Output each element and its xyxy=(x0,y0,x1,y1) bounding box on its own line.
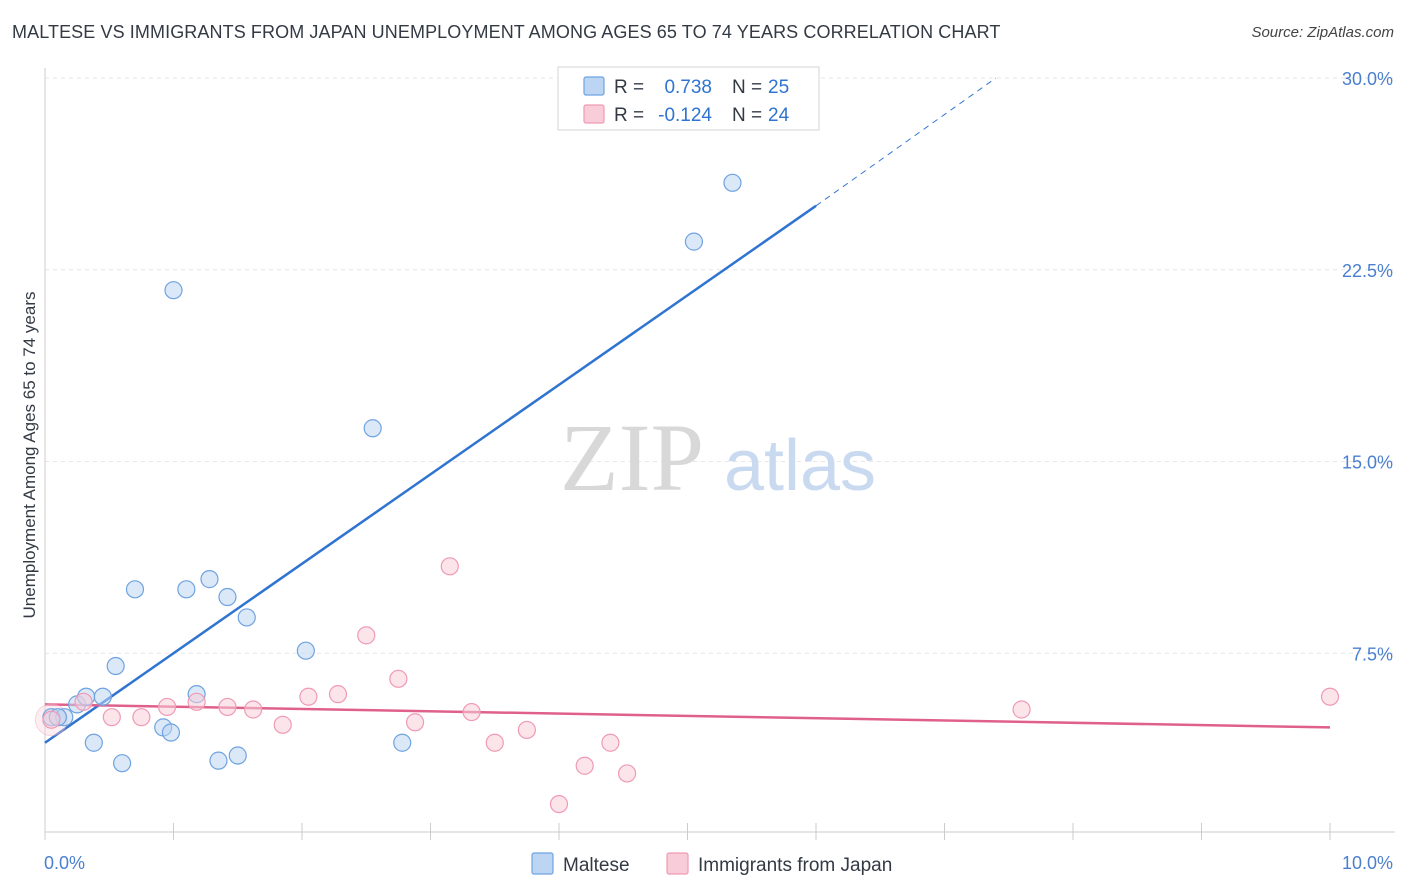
data-point xyxy=(161,723,181,742)
data-point xyxy=(517,720,536,740)
tick-labels: 7.5% 15.0% 22.5% 30.0% 0.0% 10.0% xyxy=(44,69,1393,873)
data-point xyxy=(106,656,125,676)
stats-n-label: N = xyxy=(732,77,762,98)
trend-line xyxy=(44,703,1331,729)
series-legend: Maltese Immigrants from Japan xyxy=(531,852,892,876)
axes xyxy=(44,68,1395,840)
data-point xyxy=(74,692,93,711)
stats-legend-swatch xyxy=(583,76,605,96)
data-point xyxy=(299,687,318,706)
data-point xyxy=(296,641,315,660)
data-point xyxy=(209,751,228,770)
data-point xyxy=(405,713,425,732)
data-point xyxy=(218,587,237,607)
data-point xyxy=(244,700,263,719)
data-point xyxy=(42,710,61,729)
data-point xyxy=(237,608,256,627)
y-tick-label: 7.5% xyxy=(1352,644,1393,664)
data-point xyxy=(273,715,292,734)
data-point xyxy=(218,697,237,717)
data-points xyxy=(34,173,1340,814)
stats-r-label: R = xyxy=(614,105,644,126)
y-tick-label: 30.0% xyxy=(1342,69,1393,89)
data-point xyxy=(684,232,704,251)
data-point xyxy=(177,580,196,599)
chart-title: MALTESE VS IMMIGRANTS FROM JAPAN UNEMPLO… xyxy=(12,22,1001,42)
data-point xyxy=(93,687,112,706)
data-point xyxy=(1320,687,1340,706)
data-point xyxy=(200,570,219,589)
stats-r-value: -0.124 xyxy=(658,105,712,126)
series-legend-swatch xyxy=(666,852,689,875)
gridlines xyxy=(45,77,1395,654)
data-point xyxy=(112,754,132,773)
stats-r-label: R = xyxy=(614,77,644,98)
watermark-zip: ZIP xyxy=(560,404,704,511)
data-point xyxy=(618,764,637,783)
x-tick-label: 0.0% xyxy=(44,853,85,873)
data-point xyxy=(228,746,247,765)
stats-r-value: 0.738 xyxy=(664,77,712,98)
y-tick-label: 15.0% xyxy=(1342,453,1393,473)
data-point xyxy=(363,419,382,438)
data-point xyxy=(723,173,742,192)
stats-n-value: 25 xyxy=(768,77,789,98)
stats-n-value: 24 xyxy=(768,105,790,126)
data-point xyxy=(102,708,121,727)
data-point xyxy=(485,733,504,752)
watermark: ZIP atlas xyxy=(560,404,876,511)
trend-line xyxy=(44,204,817,744)
y-tick-label: 22.5% xyxy=(1342,261,1393,281)
series-legend-swatch xyxy=(531,852,554,875)
data-point xyxy=(164,281,183,300)
data-point xyxy=(84,733,103,752)
series-legend-label: Immigrants from Japan xyxy=(698,855,892,876)
stats-n-label: N = xyxy=(732,105,762,126)
data-point xyxy=(357,626,376,645)
watermark-atlas: atlas xyxy=(724,426,876,506)
data-point xyxy=(393,733,412,752)
x-tick-label: 10.0% xyxy=(1342,853,1393,873)
data-point xyxy=(1012,700,1031,719)
data-point xyxy=(132,708,151,727)
data-point xyxy=(601,733,620,752)
data-point xyxy=(157,697,177,717)
stats-legend-swatch xyxy=(583,104,605,124)
stats-legend: R = 0.738 N = 25 R = -0.124 N = 24 xyxy=(557,66,820,131)
series-legend-label: Maltese xyxy=(563,855,630,876)
data-point xyxy=(389,669,408,688)
trend-line-extension xyxy=(815,77,997,207)
data-point xyxy=(440,557,459,576)
data-point xyxy=(575,756,594,775)
data-point xyxy=(328,685,348,704)
data-point xyxy=(462,702,481,722)
data-point xyxy=(125,580,145,599)
data-point xyxy=(549,794,569,814)
source-label: Source: ZipAtlas.com xyxy=(1251,24,1394,41)
data-point xyxy=(187,692,206,711)
